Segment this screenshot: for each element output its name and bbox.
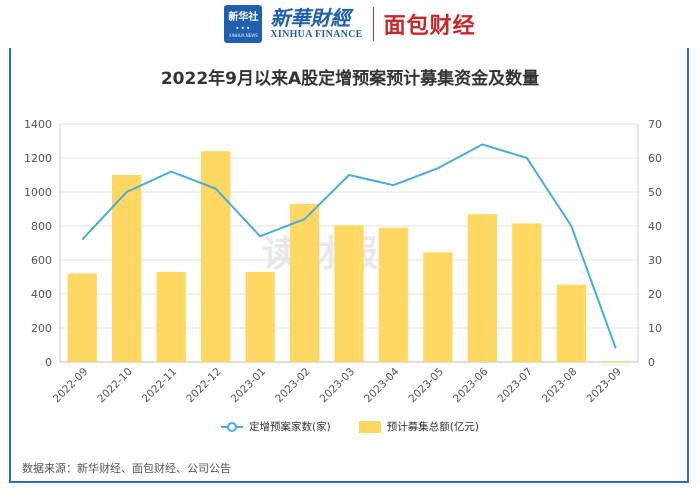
logo-dots-icon: ∙∙∙ bbox=[235, 23, 252, 32]
bar bbox=[245, 271, 275, 362]
series-line bbox=[81, 143, 617, 349]
bar bbox=[334, 225, 364, 362]
bar bbox=[200, 151, 231, 362]
bar bbox=[512, 223, 542, 362]
bar bbox=[289, 203, 320, 362]
bar bbox=[67, 273, 97, 362]
x-tick-label: 2023-07 bbox=[495, 366, 535, 406]
x-axis-labels: 2022-09 2022-10 2022-11 2022-12 2023-01 2023-… bbox=[51, 365, 624, 405]
data-source: 数据来源：新华财经、面包财经、公司公告 bbox=[22, 462, 231, 475]
left-tick-label: 1000 bbox=[24, 186, 52, 199]
brand-cn: 新華財經 bbox=[270, 6, 351, 30]
left-axis-ticks: 0 200 400 600 800 1000 1200 1400 bbox=[24, 118, 52, 369]
left-tick-label: 400 bbox=[31, 288, 52, 301]
bar bbox=[467, 214, 498, 362]
bar bbox=[112, 175, 142, 362]
x-tick-label: 2023-02 bbox=[273, 366, 313, 406]
xinhua-logo: 新华社 ∙∙∙ XINHUA NEWS bbox=[224, 5, 263, 43]
logo-box-main: 新华社 bbox=[228, 11, 259, 23]
left-tick-label: 600 bbox=[31, 254, 52, 267]
right-tick-label: 60 bbox=[648, 152, 662, 165]
bar bbox=[378, 227, 409, 362]
chart-title: 2022年9月以来A股定增预案预计募集资金及数量 bbox=[160, 69, 540, 89]
bar bbox=[556, 284, 586, 362]
brand-en: XINHUA FINANCE bbox=[270, 29, 363, 40]
right-tick-label: 50 bbox=[648, 186, 662, 199]
x-tick-label: 2023-06 bbox=[451, 365, 491, 405]
left-tick-label: 800 bbox=[31, 220, 52, 233]
legend-line-label: 定增预案家数(家) bbox=[249, 421, 331, 433]
left-tick-label: 1200 bbox=[24, 152, 52, 165]
x-tick-label: 2023-01 bbox=[229, 366, 269, 406]
line-series bbox=[81, 143, 617, 349]
legend: 定增预案家数(家) 预计募集总额(亿元) bbox=[0, 419, 700, 434]
right-tick-label: 0 bbox=[648, 356, 655, 369]
x-tick-label: 2022-12 bbox=[184, 366, 224, 406]
legend-bar-label: 预计募集总额(亿元) bbox=[386, 421, 479, 433]
right-tick-label: 30 bbox=[648, 254, 662, 267]
x-tick-label: 2023-04 bbox=[362, 365, 402, 405]
legend-item-bar[interactable]: 预计募集总额(亿元) bbox=[358, 419, 479, 434]
x-tick-label: 2023-09 bbox=[584, 366, 624, 406]
xinhua-finance-brand: 新華財經 XINHUA FINANCE bbox=[270, 7, 362, 41]
brand-divider bbox=[372, 7, 374, 41]
x-tick-label: 2022-11 bbox=[140, 366, 180, 406]
x-tick-label: 2023-03 bbox=[318, 366, 358, 406]
x-tick-label: 2023-05 bbox=[407, 366, 447, 406]
right-tick-label: 20 bbox=[648, 288, 662, 301]
legend-item-line[interactable]: 定增预案家数(家) bbox=[221, 419, 331, 434]
left-tick-label: 0 bbox=[45, 356, 52, 369]
header: 新华社 ∙∙∙ XINHUA NEWS 新華財經 XINHUA FINANCE … bbox=[0, 0, 700, 48]
right-axis-ticks: 0 10 20 30 40 50 60 70 bbox=[648, 118, 662, 369]
left-tick-label: 200 bbox=[31, 322, 52, 335]
bar bbox=[156, 271, 186, 362]
x-tick-label: 2022-10 bbox=[95, 366, 135, 406]
x-tick-label: 2022-09 bbox=[51, 366, 91, 406]
x-tick-label: 2023-08 bbox=[540, 366, 580, 406]
bar bbox=[423, 252, 453, 362]
right-tick-label: 70 bbox=[648, 118, 662, 131]
bar-series bbox=[67, 151, 631, 362]
logo-box-sub: XINHUA NEWS bbox=[228, 32, 258, 38]
left-tick-label: 1400 bbox=[24, 118, 52, 131]
right-tick-label: 40 bbox=[648, 220, 662, 233]
mianbao-brand: 面包财经 bbox=[383, 14, 476, 39]
legend-bar-swatch-icon bbox=[358, 420, 381, 433]
legend-line-marker-icon bbox=[221, 421, 244, 432]
bar bbox=[601, 361, 631, 362]
right-tick-label: 10 bbox=[648, 322, 662, 335]
